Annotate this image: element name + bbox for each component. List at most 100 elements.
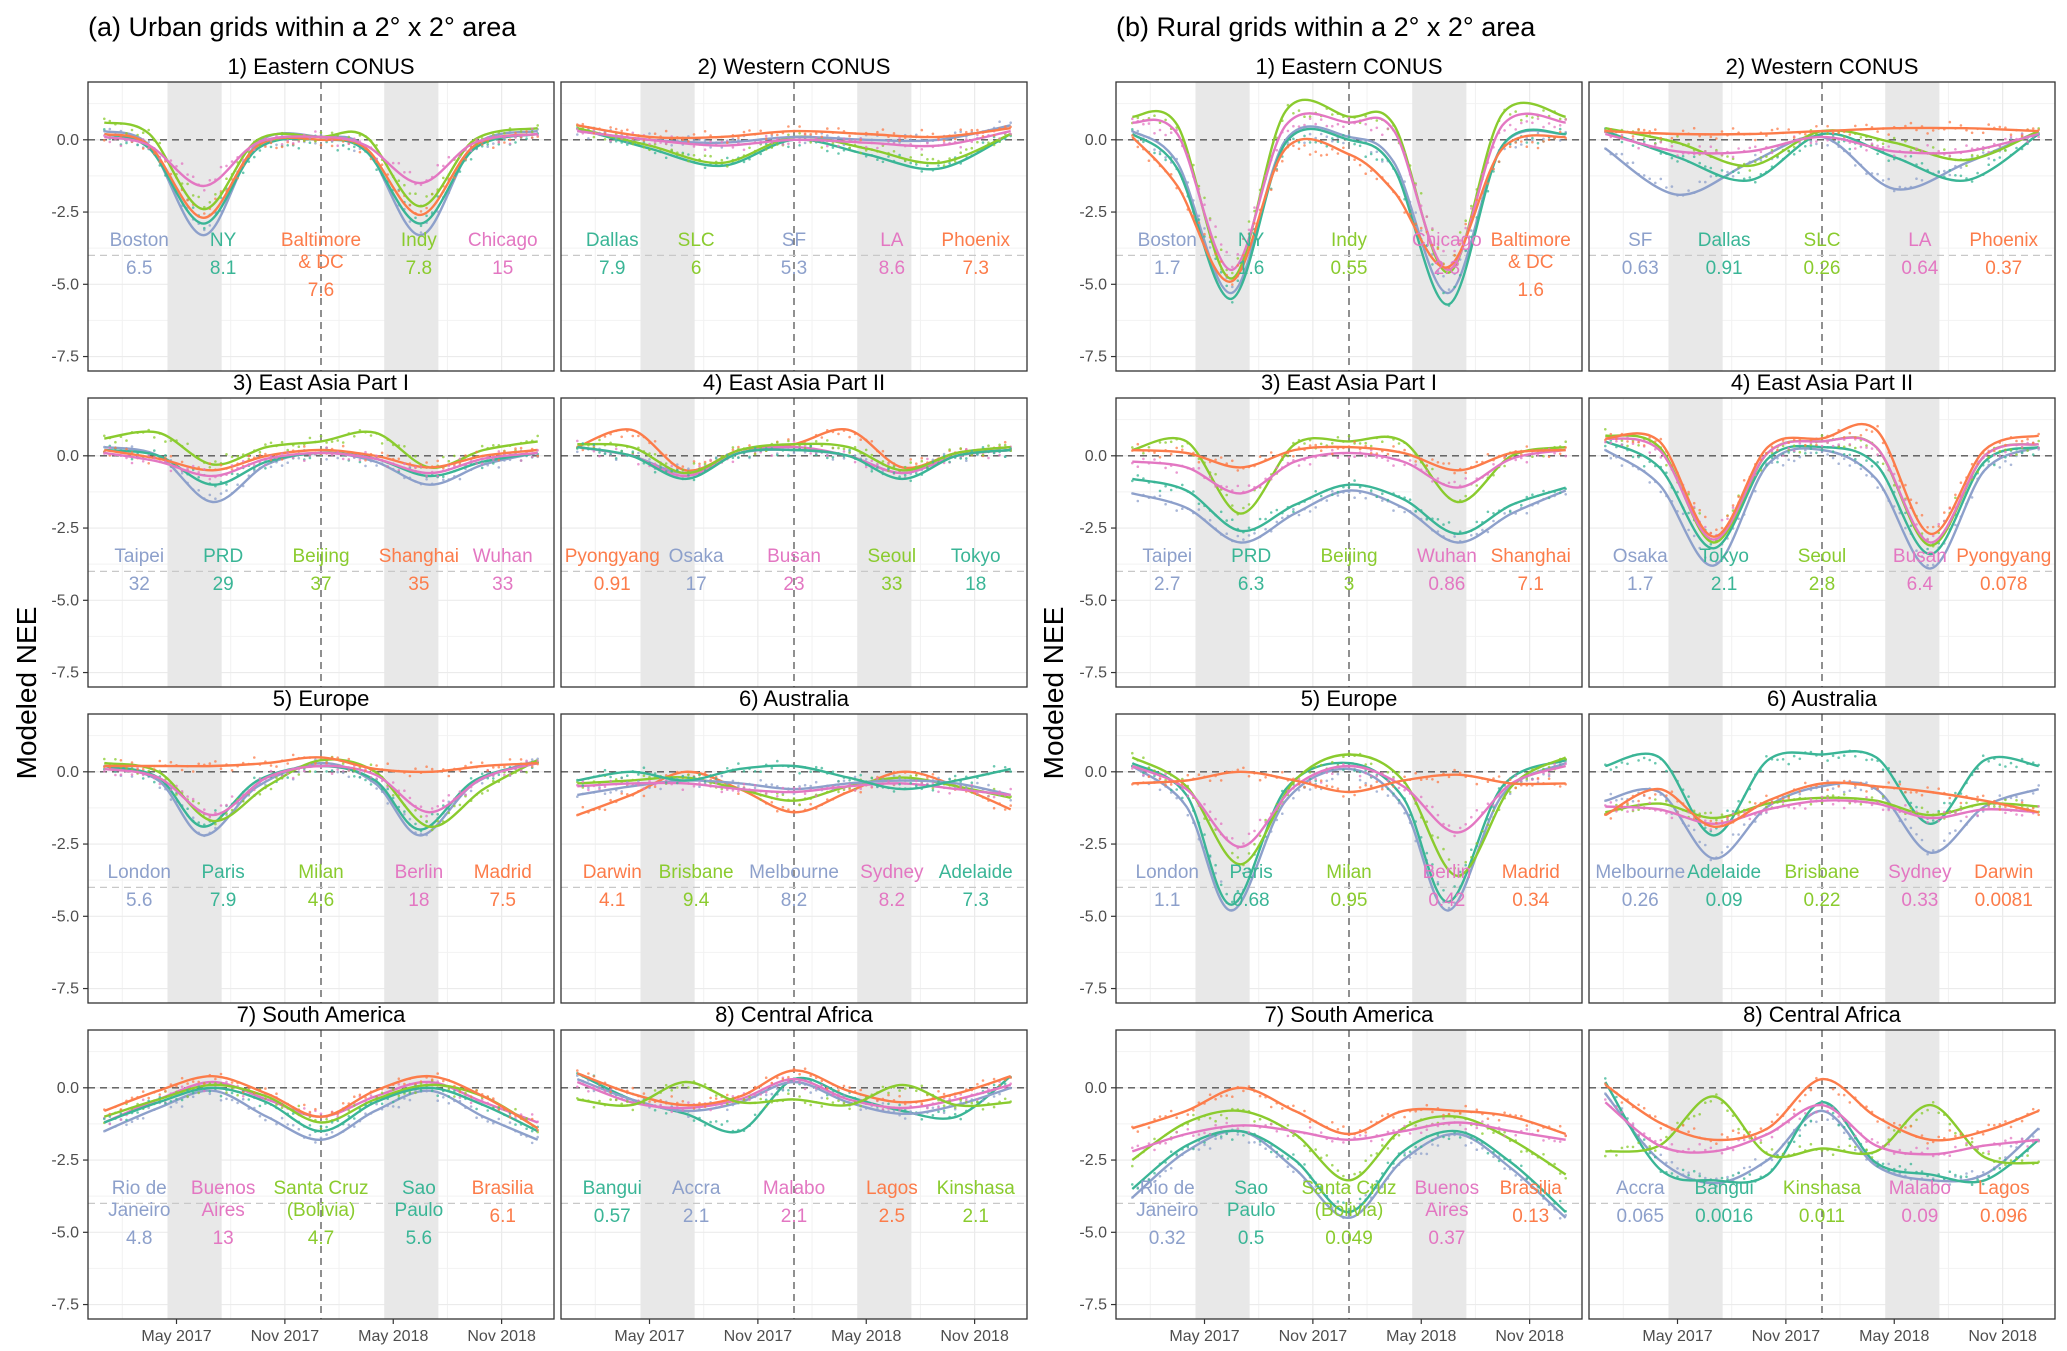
city-value: 7.5	[490, 890, 516, 911]
data-point	[653, 1108, 657, 1112]
data-point	[1692, 155, 1696, 159]
data-point	[158, 1093, 162, 1096]
data-point	[197, 762, 200, 766]
data-point	[992, 143, 996, 147]
data-point	[814, 780, 818, 784]
data-point	[798, 125, 801, 128]
data-point	[1147, 446, 1151, 449]
data-point	[998, 443, 1001, 447]
data-point	[1303, 115, 1306, 118]
data-point	[1136, 129, 1140, 133]
data-point	[642, 139, 646, 142]
data-point	[1197, 508, 1201, 511]
data-point	[1631, 135, 1635, 138]
data-point	[692, 133, 696, 136]
data-point	[1331, 148, 1334, 151]
data-point	[103, 434, 106, 438]
data-point	[859, 787, 862, 790]
data-point	[1253, 206, 1256, 209]
data-point	[831, 141, 835, 145]
data-point	[319, 1127, 323, 1130]
data-point	[709, 146, 712, 149]
data-point	[1314, 443, 1317, 447]
data-point	[114, 440, 117, 444]
data-point	[286, 461, 290, 465]
data-point	[436, 474, 440, 478]
data-point	[1303, 442, 1306, 445]
data-point	[870, 453, 874, 457]
data-point	[609, 126, 612, 129]
data-point	[1164, 158, 1167, 162]
data-point	[809, 1103, 812, 1107]
city-value: 7.6	[308, 280, 334, 301]
data-point	[330, 769, 334, 772]
data-point	[330, 131, 334, 135]
data-point	[959, 1098, 962, 1102]
city-label: Indy	[401, 230, 437, 251]
data-point	[480, 792, 484, 795]
data-point	[870, 776, 874, 780]
data-point	[486, 789, 490, 792]
data-point	[1475, 484, 1479, 487]
data-point	[353, 137, 356, 140]
data-point	[103, 139, 106, 142]
data-point	[197, 195, 200, 199]
data-point	[809, 802, 812, 806]
city-label: Accra	[672, 1178, 721, 1199]
data-point	[898, 153, 901, 157]
data-point	[826, 456, 829, 460]
data-point	[214, 1077, 217, 1081]
data-point	[408, 220, 412, 223]
data-point	[1876, 486, 1879, 489]
data-point	[848, 779, 851, 782]
data-point	[536, 454, 539, 458]
data-point	[408, 817, 412, 821]
data-point	[653, 142, 657, 146]
data-point	[442, 164, 445, 168]
data-point	[480, 772, 484, 776]
season-band	[384, 82, 439, 371]
data-point	[397, 189, 401, 193]
y-tick-label: -7.5	[51, 665, 79, 682]
data-point	[1754, 160, 1757, 163]
data-point	[419, 231, 423, 234]
data-point	[837, 432, 840, 436]
data-point	[898, 783, 901, 786]
data-point	[303, 1107, 306, 1110]
data-point	[191, 206, 195, 209]
data-point	[781, 1077, 785, 1081]
data-point	[1558, 491, 1562, 495]
data-point	[1887, 177, 1890, 181]
data-point	[931, 132, 935, 136]
data-point	[803, 1101, 807, 1105]
data-point	[1208, 218, 1212, 222]
data-point	[186, 198, 189, 202]
data-point	[1692, 126, 1696, 130]
data-point	[180, 1105, 184, 1108]
data-point	[286, 776, 290, 779]
data-point	[892, 150, 896, 153]
data-point	[581, 805, 585, 809]
data-point	[1620, 152, 1624, 156]
data-point	[291, 753, 295, 757]
data-point	[931, 773, 935, 776]
data-point	[887, 139, 890, 143]
data-point	[1508, 145, 1512, 149]
data-point	[814, 765, 818, 769]
data-point	[236, 472, 239, 476]
data-point	[280, 774, 284, 777]
data-point	[1214, 472, 1217, 476]
data-point	[692, 462, 696, 465]
data-point	[1431, 467, 1434, 471]
data-point	[937, 1106, 940, 1109]
city-value: 13	[213, 1228, 234, 1249]
data-point	[203, 226, 206, 230]
data-point	[1531, 116, 1534, 119]
data-point	[687, 1101, 690, 1104]
data-point	[103, 117, 106, 121]
data-point	[581, 122, 585, 126]
data-point	[347, 757, 351, 761]
panel-frame	[87, 81, 555, 372]
data-point	[876, 130, 879, 134]
data-point	[1381, 158, 1384, 161]
